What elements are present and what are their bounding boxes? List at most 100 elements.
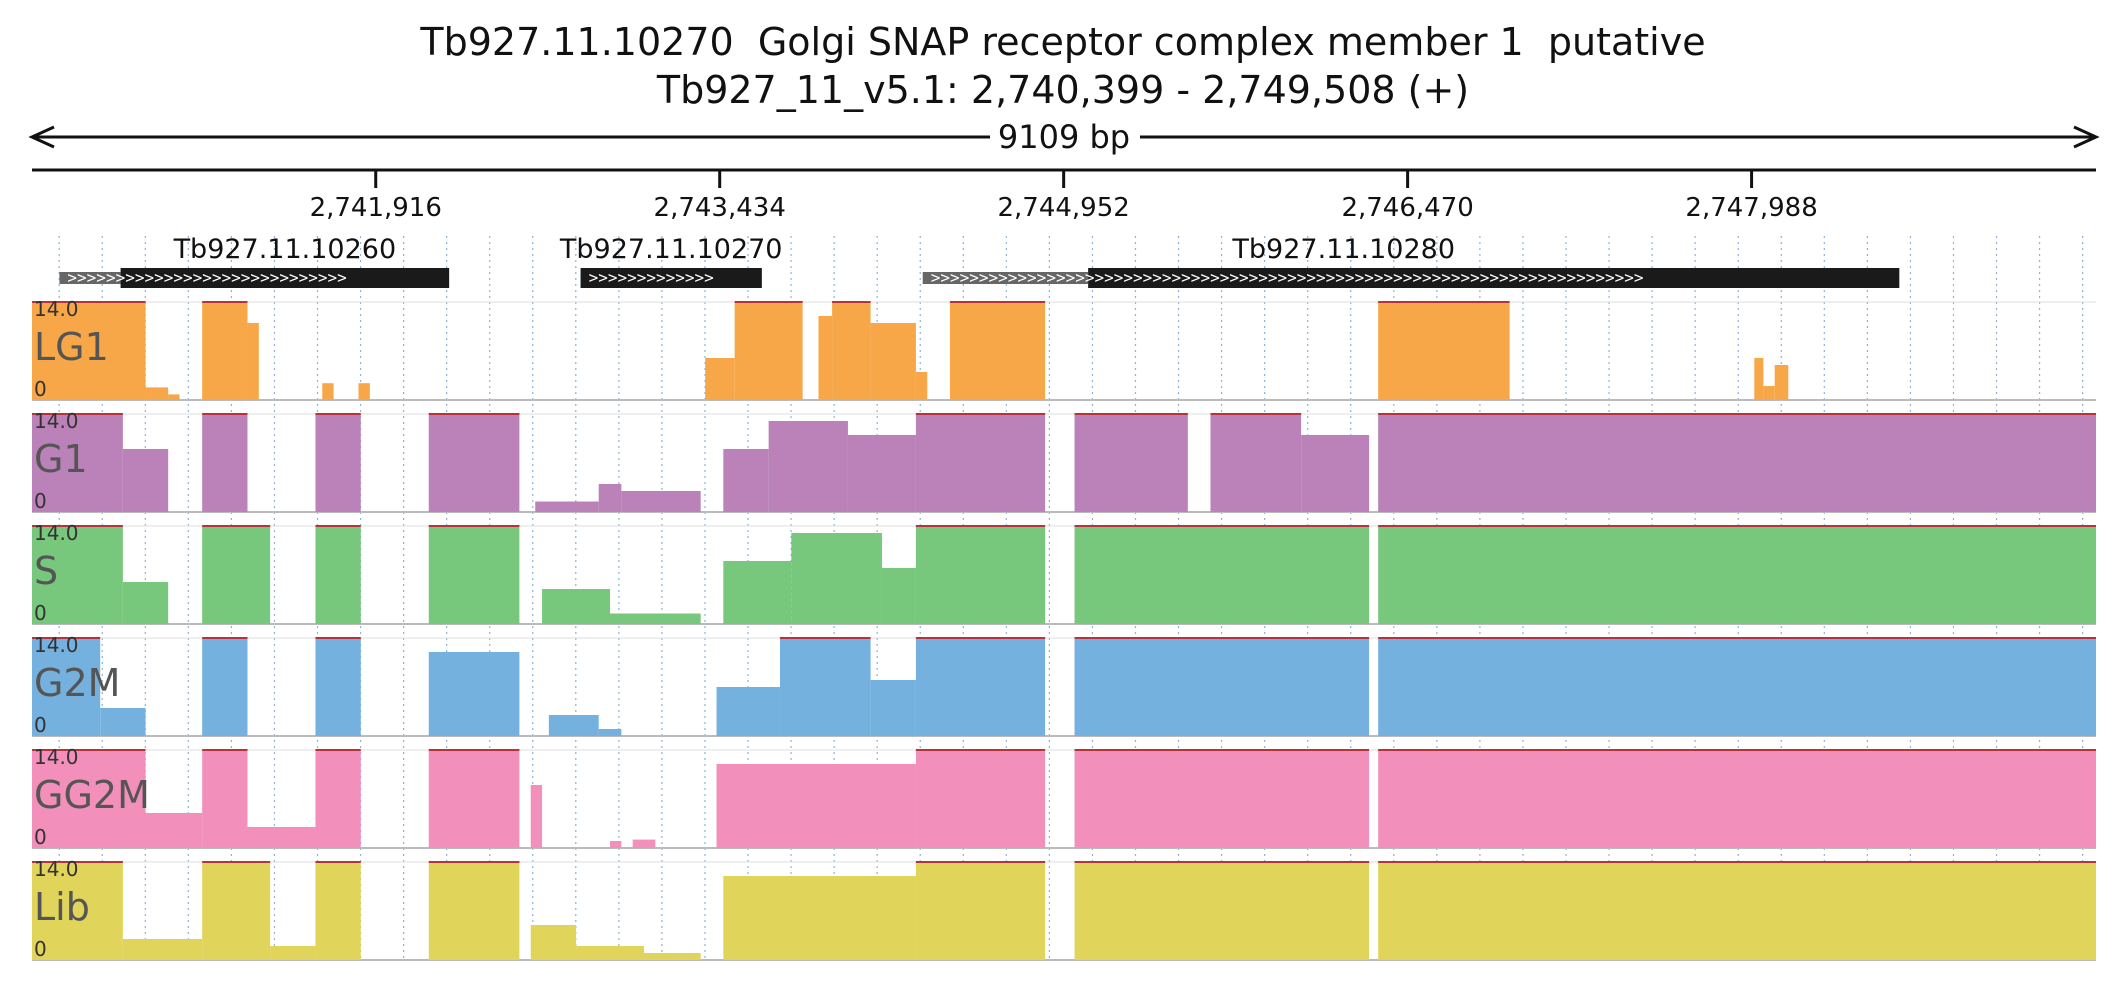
coverage-bar [32, 862, 123, 960]
coverage-bar [428, 750, 520, 848]
coverage-bar [870, 680, 916, 736]
title-block: Tb927.11.10270 Golgi SNAP receptor compl… [0, 18, 2126, 114]
track-gg2m: 14.0 0 GG2M [32, 745, 2096, 849]
coverage-bar [32, 302, 146, 400]
track-name-s: S [34, 549, 58, 593]
coverage-bar [1074, 638, 1370, 736]
coverage-bar [1774, 365, 1789, 400]
coverage-bar [610, 841, 622, 848]
y-max-label: 14.0 [34, 409, 79, 433]
coverage-bar [632, 839, 656, 848]
coverage-bar [576, 946, 645, 960]
coverage-bar [145, 387, 169, 400]
coverage-bar [915, 526, 1046, 624]
coverage-bar [315, 862, 361, 960]
coverage-bar [202, 862, 271, 960]
y-min-label: 0 [34, 937, 47, 961]
coverage-bar [791, 533, 882, 624]
coverage-bar [644, 953, 701, 960]
x-tick-label-4: 2,747,988 [1685, 193, 1817, 223]
coverage-bar [1074, 862, 1370, 960]
coverage-bar [621, 491, 701, 512]
x-tick-label-0: 2,741,916 [310, 193, 442, 223]
strand-arrows-icon: >>>>>>>>>>>>>>>>>>>>>>>>>>>>> [67, 268, 346, 287]
track-g1: 14.0 0 G1 [32, 409, 2096, 513]
coverage-bar [530, 925, 577, 960]
coverage-bar [428, 414, 520, 512]
coverage-bar [122, 939, 203, 960]
coverage-bar [915, 862, 1046, 960]
coverage-bar [768, 421, 848, 512]
coverage-bar [847, 435, 916, 512]
coverage-bar [915, 750, 1046, 848]
coverage-bar [818, 316, 833, 400]
coverage-bar [779, 638, 871, 736]
gene-cds [1088, 268, 1900, 288]
coverage-bar [315, 638, 361, 736]
track-lib: 14.0 0 Lib [32, 857, 2096, 961]
chart-title: Tb927.11.10270 Golgi SNAP receptor compl… [420, 20, 1706, 64]
coverage-bar [168, 394, 180, 400]
coverage-tracks: 14.00LG114.00G114.00S14.00G2M14.00GG2M14… [32, 297, 2096, 961]
coverage-bar [542, 589, 611, 624]
track-lg1: 14.0 0 LG1 [32, 297, 2096, 401]
coverage-bar [881, 568, 916, 624]
track-name-lib: Lib [34, 885, 90, 929]
coverage-bar [202, 750, 248, 848]
coverage-bar [315, 750, 361, 848]
coverage-bar [1378, 526, 2096, 624]
span-label: 9109 bp [998, 118, 1130, 156]
coverage-bar [949, 302, 1046, 400]
coverage-bar [247, 323, 259, 400]
coverage-bar [1378, 862, 2096, 960]
coverage-bar [428, 526, 520, 624]
arrowhead-left-icon [28, 125, 55, 149]
track-name-gg2m: GG2M [34, 773, 150, 817]
coverage-bar [1074, 414, 1188, 512]
ruler: 9109 bp 2,741,916 2,743,434 2,744,952 2,746,… [28, 118, 2100, 223]
coverage-bar [202, 302, 248, 400]
x-tick-label-1: 2,743,434 [654, 193, 786, 223]
coverage-bar [202, 526, 271, 624]
y-max-label: 14.0 [34, 521, 79, 545]
y-min-label: 0 [34, 713, 47, 737]
coverage-bar [32, 526, 123, 624]
coverage-bar [723, 876, 916, 960]
coverage-bar [716, 764, 916, 848]
y-max-label: 14.0 [34, 857, 79, 881]
coverage-bar [315, 414, 361, 512]
coverage-bar [1301, 435, 1370, 512]
coverage-bar [716, 687, 780, 736]
coverage-bar [832, 302, 871, 400]
y-max-label: 14.0 [34, 745, 79, 769]
coverage-bar [1378, 414, 2096, 512]
gene-cds [120, 268, 450, 288]
gene-label: Tb927.11.10280 [1231, 234, 1455, 265]
coverage-bar [1378, 750, 2096, 848]
y-min-label: 0 [34, 377, 47, 401]
coverage-bar [870, 323, 916, 400]
gene-label: Tb927.11.10270 [559, 234, 783, 265]
coverage-bar [202, 414, 248, 512]
gene-utr [59, 272, 121, 284]
coverage-bar [1378, 302, 1510, 400]
coverage-bar [428, 862, 520, 960]
strand-arrows-icon: >>>>>>>>>>>>> [589, 268, 714, 287]
coverage-bar [530, 785, 543, 848]
coverage-bar [247, 827, 316, 848]
coverage-bar [1074, 750, 1370, 848]
track-name-g1: G1 [34, 437, 88, 481]
coverage-bar [915, 372, 928, 400]
gene-2: >>>>>>>>>>>>>>>>>>>>>>>>>>>>>>>>>>>>>>>>… [922, 234, 1900, 288]
track-name-lg1: LG1 [34, 325, 109, 369]
track-g2m: 14.0 0 G2M [32, 633, 2096, 737]
gene-cds [580, 268, 762, 288]
coverage-bar [270, 946, 316, 960]
coverage-bar [723, 449, 769, 512]
coverage-bar [1763, 386, 1775, 400]
coverage-bar [598, 484, 622, 512]
coverage-bar [915, 638, 1046, 736]
y-min-label: 0 [34, 601, 47, 625]
y-min-label: 0 [34, 825, 47, 849]
